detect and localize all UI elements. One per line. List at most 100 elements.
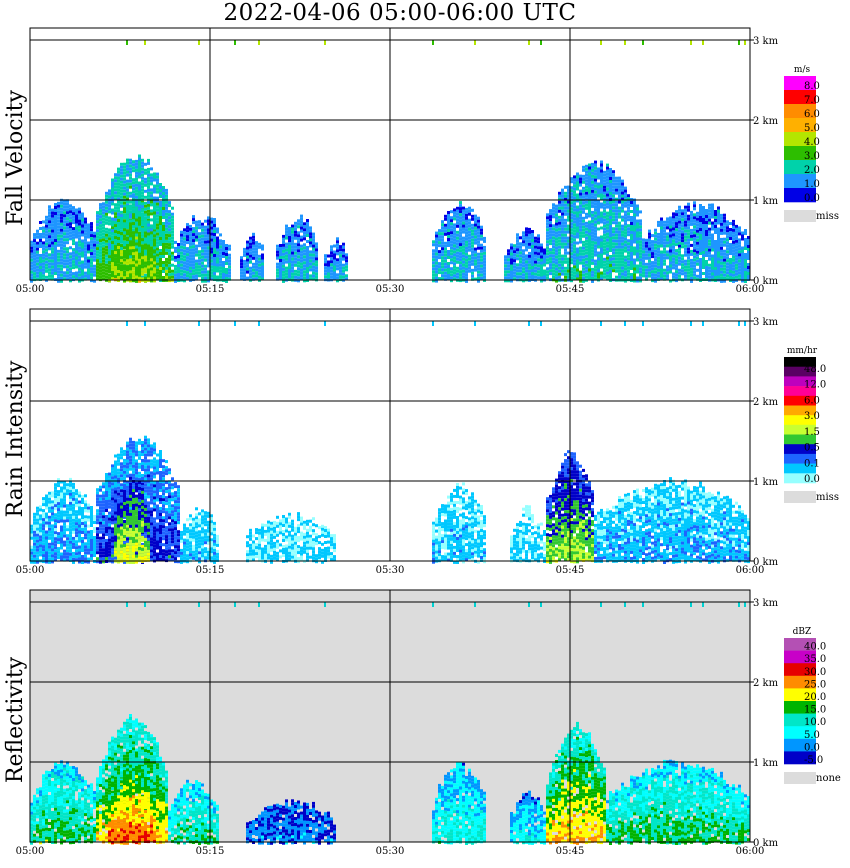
echo-cell-10 [555, 222, 558, 226]
echo-cell-11 [645, 244, 648, 248]
echo-cell-11 [732, 246, 735, 250]
echo-cell-1 [63, 510, 66, 514]
echo-cell-2 [150, 197, 153, 201]
echo-cell-10 [564, 233, 567, 237]
echo-cell-11 [747, 251, 750, 254]
echo-cell-11 [681, 242, 684, 246]
echo-cell-3 [138, 243, 141, 247]
echo-cell-1 [48, 205, 51, 209]
echo-cell-11 [738, 226, 741, 230]
echo-cell-2 [135, 189, 138, 193]
echo-cell-10 [630, 234, 633, 237]
echo-cell-11 [669, 231, 672, 235]
echo-cell-11 [681, 269, 684, 273]
echo-cell-4 [189, 227, 192, 231]
echo-cell-10 [582, 216, 585, 220]
echo-cell-1 [60, 267, 63, 271]
echo-cell-10 [552, 224, 555, 228]
echo-cell-1 [39, 520, 42, 524]
echo-cell-3 [126, 256, 129, 260]
echo-cell-10 [618, 272, 621, 276]
echo-cell-10 [567, 191, 570, 195]
echo-cell-1 [60, 243, 63, 247]
echo-cell-8 [450, 225, 453, 229]
echo-cell-1 [66, 226, 69, 230]
x-tick-label: 05:45 [556, 284, 585, 295]
echo-cell-10 [639, 276, 642, 280]
echo-cell-10 [588, 205, 591, 209]
echo-cell-10 [561, 242, 564, 246]
echo-cell-11 [681, 209, 684, 213]
echo-cell-10 [633, 258, 636, 262]
echo-cell-10 [567, 266, 570, 270]
echo-cell-10 [624, 279, 627, 283]
echo-cell-2 [117, 197, 120, 201]
echo-cell-10 [594, 166, 597, 170]
echo-cell-3 [138, 261, 141, 265]
echo-cell-3 [150, 255, 153, 259]
echo-cell-2 [96, 214, 99, 218]
echo-cell-10 [573, 205, 576, 209]
echo-cell-10 [597, 206, 600, 210]
echo-cell-1 [48, 551, 51, 555]
echo-cell-3 [147, 232, 150, 236]
echo-cell-10 [588, 193, 591, 197]
echo-cell-11 [714, 231, 717, 234]
echo-cell-4 [201, 234, 204, 238]
echo-cell-11 [702, 239, 705, 242]
echo-cell-6 [285, 227, 288, 231]
echo-cell-1 [48, 494, 51, 498]
echo-cell-9 [510, 252, 513, 256]
echo-cell-10 [564, 212, 567, 216]
echo-cell-1 [60, 249, 63, 253]
echo-cell-2 [105, 263, 108, 267]
echo-cell-10 [633, 237, 636, 241]
echo-cell-10 [585, 164, 588, 168]
echo-cell-11 [714, 210, 717, 213]
echo-cell-9 [522, 270, 525, 274]
echo-cell-6 [306, 264, 309, 267]
echo-dot [624, 40, 626, 45]
echo-cell-2 [126, 161, 129, 165]
echo-cell-10 [630, 237, 633, 240]
echo-cell-9 [543, 275, 546, 279]
echo-cell-2 [120, 162, 123, 166]
echo-cell-10 [615, 275, 618, 279]
echo-cell-1 [48, 217, 51, 221]
echo-cell-2 [159, 186, 162, 189]
echo-cell-3 [153, 246, 156, 250]
echo-cell-2 [96, 265, 99, 269]
echo-cell-1 [39, 239, 42, 242]
echo-cell-3 [144, 237, 147, 241]
echo-cell-9 [537, 255, 540, 259]
echo-cell-8 [432, 279, 435, 283]
echo-cell-6 [300, 277, 303, 281]
echo-cell-2 [165, 227, 168, 231]
echo-cell-4 [204, 255, 207, 259]
echo-cell-9 [510, 264, 513, 268]
echo-cell-11 [678, 247, 681, 251]
echo-cell-4 [219, 245, 222, 249]
echo-cell-8 [444, 214, 447, 218]
echo-cell-1 [48, 262, 51, 266]
echo-cell-4 [216, 239, 219, 243]
echo-cell-8 [474, 250, 477, 254]
echo-cell-10 [639, 258, 642, 262]
echo-cell-3 [108, 267, 111, 271]
echo-cell-5 [240, 274, 243, 278]
echo-cell-10 [636, 219, 639, 223]
echo-cell-8 [480, 273, 483, 277]
echo-cell-8 [471, 268, 474, 272]
echo-cell-2 [105, 260, 108, 264]
echo-cell-6 [306, 234, 309, 237]
echo-cell-10 [630, 273, 633, 276]
echo-cell-10 [579, 234, 582, 238]
echo-cell-1 [54, 236, 57, 239]
echo-cell-10 [597, 215, 600, 219]
echo-cell-4 [192, 242, 195, 246]
echo-cell-2 [159, 255, 162, 258]
echo-cell-5 [249, 269, 252, 273]
echo-cell-2 [111, 196, 114, 200]
echo-cell-10 [594, 271, 597, 275]
echo-cell-4 [207, 279, 210, 283]
